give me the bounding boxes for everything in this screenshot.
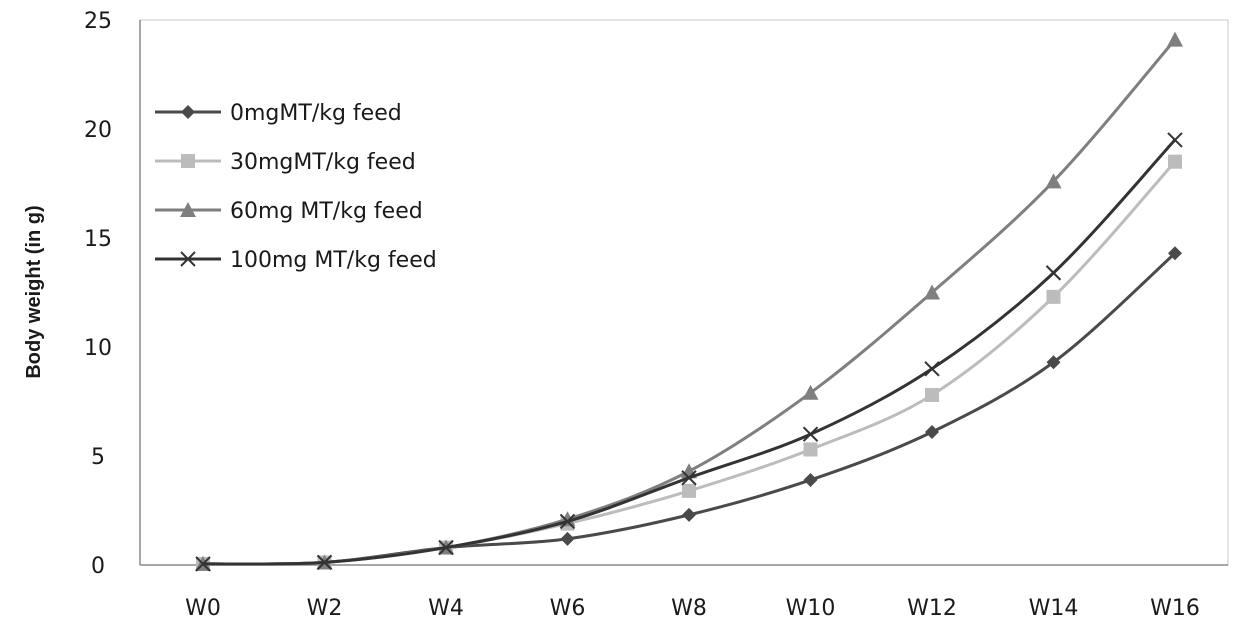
- x-tick-label: W14: [1029, 596, 1079, 620]
- series-layer: [195, 31, 1183, 572]
- y-tick-labels: 0 5 10 15 20 25: [84, 9, 112, 579]
- legend-label: 30mgMT/kg feed: [230, 150, 416, 175]
- x-tick-label: W4: [428, 596, 464, 620]
- x-tick-label: W0: [185, 596, 221, 620]
- legend-marker: [180, 251, 196, 267]
- x-tick-label: W6: [550, 596, 586, 620]
- data-point: [925, 425, 939, 440]
- data-point: [438, 539, 454, 556]
- data-point: [802, 384, 819, 400]
- x-tick-label: W10: [786, 596, 836, 620]
- x-tick-labels: W0 W2 W4 W6 W8 W10 W12 W14 W16: [185, 596, 1200, 620]
- y-tick-label: 25: [84, 9, 112, 34]
- legend-marker: [181, 105, 195, 119]
- legend-label: 60mg MT/kg feed: [230, 199, 423, 224]
- series-0: [196, 246, 1182, 571]
- legend-marker: [181, 154, 195, 168]
- data-point: [803, 442, 818, 457]
- data-point: [924, 284, 940, 300]
- legend-marker: [180, 202, 196, 217]
- legend: 0mgMT/kg feed 30mgMT/kg feed 60mg MT/kg fe…: [155, 101, 437, 273]
- data-point: [682, 507, 696, 522]
- legend-label: 100mg MT/kg feed: [230, 248, 437, 273]
- data-point: [559, 513, 576, 530]
- legend-label: 0mgMT/kg feed: [230, 101, 402, 126]
- data-point: [560, 531, 575, 546]
- x-tick-label: W2: [307, 596, 343, 620]
- data-point: [1045, 265, 1062, 281]
- y-tick-label: 20: [84, 118, 112, 143]
- data-point: [802, 426, 819, 442]
- data-point: [1045, 173, 1062, 189]
- legend-entry: 100mg MT/kg feed: [155, 248, 437, 273]
- data-point: [195, 556, 211, 572]
- legend-entry: 60mg MT/kg feed: [155, 199, 423, 224]
- data-point: [1168, 246, 1182, 261]
- legend-entry: 0mgMT/kg feed: [155, 101, 402, 126]
- data-point: [803, 472, 818, 487]
- data-point: [925, 387, 939, 402]
- y-tick-label: 15: [84, 227, 112, 252]
- y-axis-label: Body weight (in g): [23, 205, 45, 378]
- data-point: [924, 361, 940, 377]
- x-tick-label: W8: [671, 596, 707, 620]
- data-point: [1046, 355, 1061, 370]
- data-point: [1167, 132, 1183, 148]
- data-point: [1167, 31, 1183, 47]
- y-tick-label: 5: [91, 445, 105, 470]
- y-tick-label: 10: [84, 336, 112, 361]
- y-tick-label: 0: [91, 554, 105, 579]
- series-line: [202, 138, 1177, 566]
- x-tick-label: W12: [907, 596, 957, 620]
- data-point: [316, 554, 333, 571]
- data-point: [681, 470, 697, 486]
- data-point: [682, 483, 696, 498]
- series-3: [195, 132, 1183, 572]
- legend-entry: 30mgMT/kg feed: [155, 150, 416, 175]
- data-point: [1046, 289, 1061, 304]
- x-tick-label: W16: [1150, 596, 1200, 620]
- data-point: [1168, 154, 1182, 169]
